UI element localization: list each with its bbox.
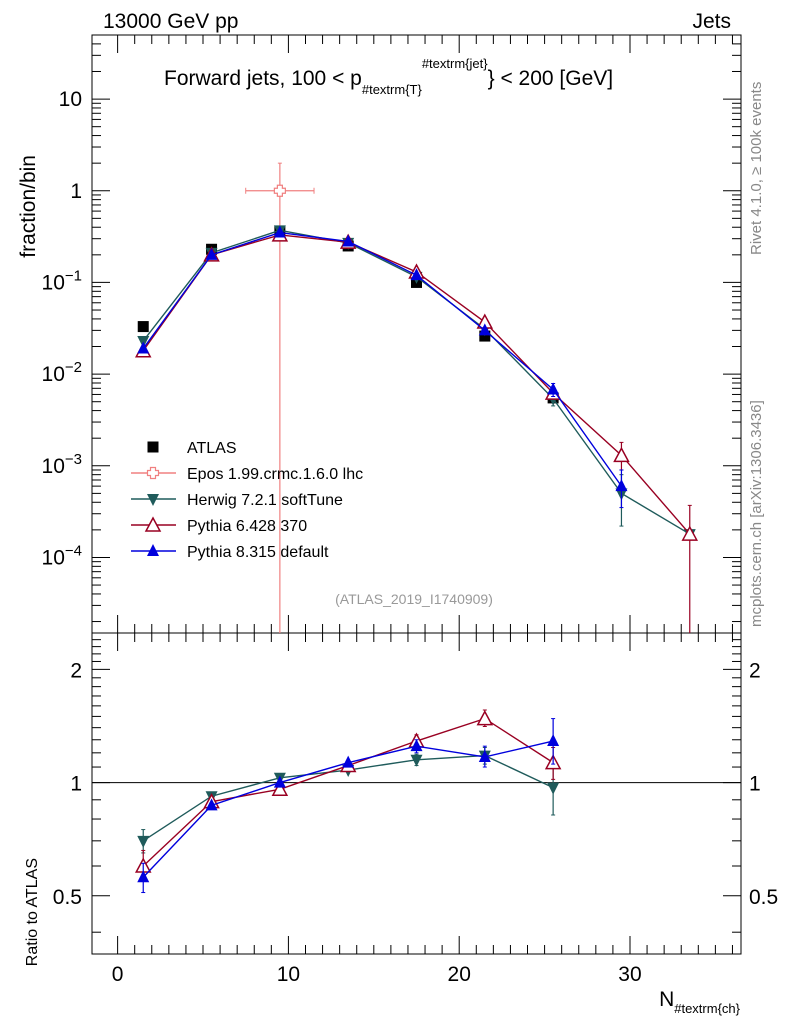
data-point [205, 798, 218, 811]
main-title-end: } < 200 [GeV] [488, 67, 614, 90]
ratio-y-label: Ratio to ATLAS [24, 858, 41, 966]
data-point [273, 184, 286, 197]
data-point [273, 775, 286, 788]
data-point [205, 247, 218, 260]
legend-item: Epos 1.99.crmc.1.6.0 lhc [131, 466, 363, 483]
side-label-bottom: mcplots.cern.ch [arXiv:1306.3436] [748, 400, 765, 627]
legend: ATLAS Epos 1.99.crmc.1.6.0 lhc Herwig 7.2.… [131, 440, 363, 561]
data-point [547, 734, 560, 747]
data-point [410, 739, 423, 752]
series-line [142, 717, 554, 867]
legend-label: Epos 1.99.crmc.1.6.0 lhc [187, 466, 363, 483]
x-axis-label-sub: #textrm{ch} [674, 1001, 740, 1016]
y-tick-label-exp: −2 [65, 359, 82, 376]
x-tick-label: 10 [277, 963, 300, 986]
y-tick-label-base: 10 [42, 546, 65, 569]
side-label-top: Rivet 4.1.0, ≥ 100k events [748, 82, 765, 255]
main-title-sub: #textrm{T} [362, 82, 423, 97]
y-tick-label: 10−1 [42, 267, 82, 294]
ratio-tick-label-right: 0.5 [749, 886, 778, 909]
y-tick-label-exp: −3 [65, 451, 82, 468]
series-pythia-8-315-default [137, 718, 560, 894]
data-point [137, 835, 150, 848]
ratio-tick-label: 1 [70, 773, 82, 796]
series-line [142, 231, 623, 487]
legend-marker [147, 494, 159, 506]
main-title-sup: #textrm{jet} [422, 56, 488, 71]
legend-marker [146, 466, 160, 480]
data-point [410, 268, 423, 281]
data-point [476, 710, 494, 726]
ratio-axis-ticks: 2 2 1 1 0.5 0.5 [53, 639, 778, 933]
ratio-series-group [134, 709, 562, 894]
data-point [273, 225, 286, 238]
data-point [137, 870, 150, 883]
main-title-start: Forward jets, 100 < p [164, 67, 362, 90]
x-axis-label: N#textrm{ch} [659, 988, 741, 1016]
series-pythia-6-428-370 [134, 226, 699, 633]
ratio-tick-label-right: 2 [749, 659, 761, 682]
y-tick-label-base: 10 [42, 455, 65, 478]
y-tick-label: 10−3 [42, 451, 82, 478]
ratio-tick-label: 2 [70, 659, 82, 682]
data-point [478, 749, 491, 762]
ratio-tick-label-right: 1 [749, 773, 761, 796]
legend-item: Pythia 6.428 370 [131, 516, 307, 535]
main-y-label: fraction/bin [17, 155, 40, 258]
data-point [479, 330, 491, 342]
x-tick-label: 20 [448, 963, 471, 986]
y-tick-label-exp: −1 [65, 267, 82, 284]
y-tick-label: 1 [70, 180, 82, 203]
header-left: 13000 GeV pp [103, 10, 238, 33]
legend-label: Herwig 7.2.1 softTune [187, 492, 343, 509]
y-tick-label-base: 10 [42, 271, 65, 294]
data-point [681, 525, 699, 541]
legend-marker [144, 516, 162, 532]
legend-label: Pythia 6.428 370 [187, 518, 307, 535]
data-point [547, 382, 560, 395]
data-point [478, 323, 491, 336]
main-title: Forward jets, 100 < p#textrm{T} #textrm{j… [164, 56, 613, 97]
main-series-group [134, 162, 699, 633]
watermark: (ATLAS_2019_I1740909) [335, 591, 493, 607]
legend-label: Pythia 8.315 default [187, 544, 329, 561]
data-point [137, 321, 149, 333]
y-tick-label-exp: −4 [65, 542, 82, 559]
legend-label: ATLAS [187, 440, 237, 457]
legend-item: ATLAS [147, 440, 237, 457]
x-axis-label-main: N [659, 988, 674, 1011]
data-point [271, 780, 289, 797]
data-point [547, 782, 560, 795]
ratio-frame [91, 632, 742, 955]
x-tick-label: 30 [618, 963, 641, 986]
data-point [613, 446, 630, 463]
data-point [615, 479, 628, 492]
x-axis-ticks: 0 10 20 30 [112, 35, 733, 986]
y-tick-label: 10 [59, 88, 82, 111]
y-tick-label: 10−4 [42, 542, 82, 569]
y-tick-label: 10−2 [42, 359, 82, 386]
series-pythia-8-315-default [137, 225, 628, 509]
legend-marker [147, 544, 159, 556]
y-tick-label-base: 10 [42, 363, 65, 386]
ratio-tick-label: 0.5 [53, 886, 82, 909]
legend-item: Herwig 7.2.1 softTune [131, 492, 343, 509]
series-pythia-6-428-370 [134, 709, 562, 881]
header-right: Jets [692, 10, 731, 33]
data-point [342, 234, 355, 247]
legend-marker [147, 441, 159, 453]
series-atlas [137, 225, 559, 404]
legend-item: Pythia 8.315 default [131, 544, 329, 561]
data-point [342, 755, 355, 768]
x-tick-label: 0 [112, 963, 124, 986]
data-point [410, 754, 423, 767]
data-point [137, 341, 150, 354]
